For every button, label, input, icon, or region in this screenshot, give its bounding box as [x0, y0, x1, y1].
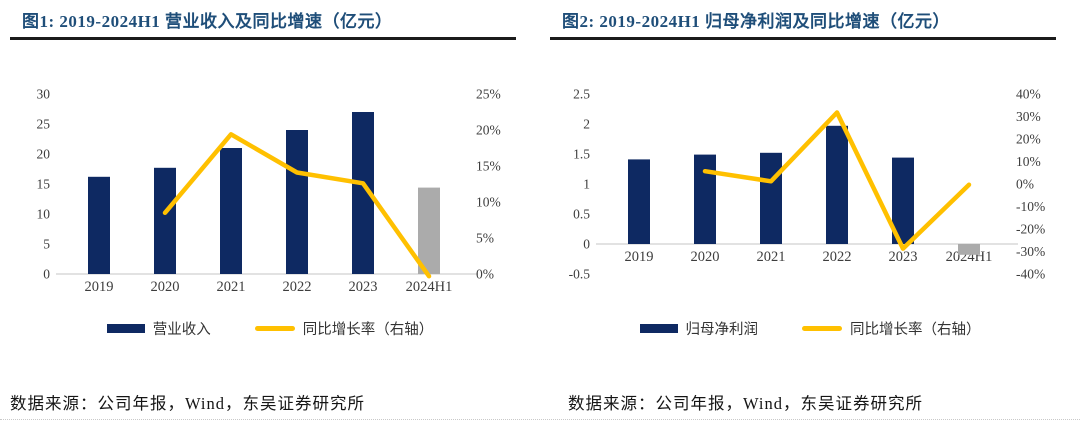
- x-axis-label: 2023: [889, 249, 918, 265]
- bar-swatch-icon: [106, 323, 145, 333]
- bar-2023: [352, 111, 374, 274]
- right-axis-tick-label: 10%: [1016, 154, 1041, 169]
- right-axis-tick-label: -40%: [1016, 266, 1045, 281]
- left-axis-tick-label: 5: [43, 236, 50, 251]
- bar-2019: [628, 158, 650, 244]
- line-swatch-icon: [254, 325, 295, 331]
- x-axis-label: 2019: [625, 249, 654, 265]
- left-axis-tick-label: 0.5: [573, 206, 590, 221]
- bar-2024H1: [418, 187, 440, 274]
- legend-label-net-profit: 归母净利润: [685, 321, 759, 338]
- figure1-title-rule: [10, 37, 516, 40]
- right-axis-tick-label: 20%: [1016, 131, 1041, 146]
- right-axis-tick-label: 5%: [476, 230, 494, 245]
- bar-2019: [88, 176, 110, 274]
- figure2-source: 数据来源：公司年报，Wind，东吴证券研究所: [568, 394, 923, 413]
- bar-2021: [220, 147, 242, 274]
- right-axis-tick-label: 20%: [476, 122, 501, 137]
- growth-rate-line: [702, 109, 972, 251]
- x-axis-label: 2021: [757, 249, 786, 265]
- bar-2020: [694, 154, 716, 244]
- line-swatch-icon: [802, 325, 842, 331]
- x-axis-label: 2024H1: [406, 279, 453, 295]
- left-axis-tick-label: 0: [583, 236, 590, 251]
- legend-item-revenue: 营业收入: [106, 318, 211, 339]
- x-axis-label: 2020: [691, 249, 720, 265]
- left-axis-tick-label: 2: [583, 116, 590, 131]
- figure1-revenue: 图1: 2019-2024H1 营业收入及同比增速（亿元） 0 5 10 15 20 25…: [0, 12, 540, 413]
- legend-label-revenue: 营业收入: [152, 321, 211, 338]
- bar-2022: [286, 129, 308, 274]
- figure1-title: 图1: 2019-2024H1 营业收入及同比增速（亿元）: [22, 12, 393, 31]
- growth-rate-line: [162, 131, 432, 278]
- right-axis-tick-label: 15%: [476, 158, 501, 173]
- figure2-legend: 归母净利润 同比增长率（右轴）: [540, 318, 1080, 339]
- figure1-revenue-chart: 0 5 10 15 20 25 30 0% 5% 10% 15% 20% 25% 2019 2020 2021…: [0, 66, 540, 306]
- bar-2020: [154, 167, 176, 274]
- left-axis-tick-label: 2.5: [573, 86, 590, 101]
- left-axis-tick-label: 20: [37, 146, 51, 161]
- left-axis-tick-label: 25: [37, 116, 51, 131]
- legend-item-net-profit: 归母净利润: [639, 318, 759, 339]
- x-axis-label: 2021: [217, 279, 246, 295]
- chart-canvas: 0 5 10 15 20 25 30 0% 5% 10% 15% 20% 25% 2019 2020 2021…: [37, 86, 501, 295]
- right-axis-tick-label: 0%: [476, 266, 494, 281]
- right-axis-tick-label: 40%: [1016, 86, 1041, 101]
- right-axis-tick-label: 0%: [1016, 176, 1034, 191]
- left-axis-tick-label: 15: [37, 176, 51, 191]
- right-axis-tick-label: -20%: [1016, 221, 1045, 236]
- right-axis-tick-label: 10%: [476, 194, 501, 209]
- figure2-title-rule: [550, 37, 1056, 40]
- x-axis-label: 2022: [823, 249, 852, 265]
- bar-2024H1: [958, 243, 980, 255]
- legend-item-growth: 同比增长率（右轴）: [802, 318, 981, 339]
- left-axis-tick-label: 1: [583, 176, 590, 191]
- chart-canvas: -0.5 0 0.5 1 1.5 2 2.5 -40% -30% -20% -10% 0% 10% 20%…: [569, 86, 1046, 281]
- legend-label-growth: 同比增长率（右轴）: [302, 321, 434, 338]
- bar-2023: [892, 157, 914, 244]
- figure2-title: 图2: 2019-2024H1 归母净利润及同比增速（亿元）: [562, 12, 951, 31]
- right-axis-tick-label: -30%: [1016, 244, 1045, 259]
- legend-item-growth: 同比增长率（右轴）: [254, 318, 434, 339]
- left-axis-tick-label: 30: [37, 86, 51, 101]
- figure1-legend: 营业收入 同比增长率（右轴）: [0, 318, 540, 339]
- left-axis-tick-label: 0: [43, 266, 50, 281]
- right-axis-tick-label: 30%: [1016, 109, 1041, 124]
- x-axis-label: 2020: [151, 279, 180, 295]
- page-bottom-rule: [0, 419, 1080, 420]
- right-axis-tick-label: -10%: [1016, 199, 1045, 214]
- bar-2022: [826, 125, 848, 244]
- figure2-net-profit-chart: -0.5 0 0.5 1 1.5 2 2.5 -40% -30% -20% -10% 0% 10% 20%…: [540, 66, 1080, 306]
- figure1-source: 数据来源：公司年报，Wind，东吴证券研究所: [10, 394, 365, 413]
- left-axis-tick-label: -0.5: [569, 266, 591, 281]
- legend-label-growth: 同比增长率（右轴）: [850, 321, 981, 338]
- x-axis-label: 2023: [349, 279, 378, 295]
- x-axis-label: 2024H1: [946, 249, 993, 265]
- x-axis-label: 2022: [283, 279, 312, 295]
- bar-swatch-icon: [639, 323, 678, 333]
- bar-2021: [760, 152, 782, 244]
- x-axis-label: 2019: [85, 279, 114, 295]
- right-axis-tick-label: 25%: [476, 86, 501, 101]
- left-axis-tick-label: 1.5: [573, 146, 590, 161]
- left-axis-tick-label: 10: [37, 206, 51, 221]
- figure2-net-profit: 图2: 2019-2024H1 归母净利润及同比增速（亿元） -0.5 0 0.5 1…: [540, 0, 1080, 430]
